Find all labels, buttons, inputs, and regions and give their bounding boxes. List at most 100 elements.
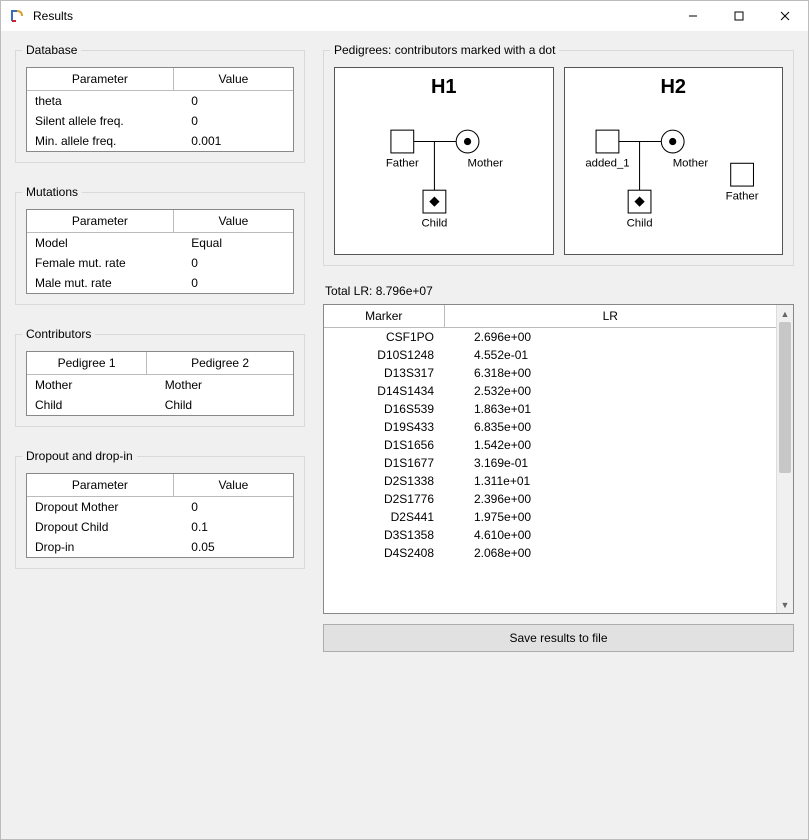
cell-marker: D13S317 (324, 364, 444, 382)
h2-added-label: added_1 (585, 157, 629, 169)
col-marker: Marker (324, 305, 444, 328)
pedigree-h1: H1 Father (334, 67, 554, 255)
table-row: D14S14342.532e+00 (324, 382, 776, 400)
col-value: Value (173, 210, 293, 233)
table-row: D2S17762.396e+00 (324, 490, 776, 508)
cell-parameter: Silent allele freq. (27, 111, 173, 131)
save-results-button[interactable]: Save results to file (323, 624, 794, 652)
cell-parameter: Dropout Child (27, 517, 173, 537)
table-row: D4S24082.068e+00 (324, 544, 776, 562)
cell-value: 0 (173, 91, 293, 112)
cell-parameter: Min. allele freq. (27, 131, 173, 151)
pedigrees-group: Pedigrees: contributors marked with a do… (323, 43, 794, 266)
dropout-legend: Dropout and drop-in (22, 449, 137, 463)
dropout-table: Parameter Value Dropout Mother0Dropout C… (27, 474, 293, 557)
results-scrollbar[interactable]: ▲ ▼ (776, 305, 793, 613)
cell-lr: 4.552e-01 (444, 346, 776, 364)
contributors-table: Pedigree 1 Pedigree 2 MotherMotherChildC… (27, 352, 293, 415)
table-row: CSF1PO2.696e+00 (324, 328, 776, 347)
table-row: D1S16561.542e+00 (324, 436, 776, 454)
cell-pedigree2: Mother (147, 375, 293, 396)
h1-mother-label: Mother (468, 157, 504, 169)
h1-father-label: Father (386, 157, 419, 169)
cell-lr: 6.318e+00 (444, 364, 776, 382)
cell-lr: 2.696e+00 (444, 328, 776, 347)
cell-marker: CSF1PO (324, 328, 444, 347)
table-row: theta0 (27, 91, 293, 112)
mutations-legend: Mutations (22, 185, 82, 199)
table-row: Dropout Child0.1 (27, 517, 293, 537)
total-lr-label: Total LR: 8.796e+07 (325, 284, 794, 298)
table-row: D1S16773.169e-01 (324, 454, 776, 472)
mutations-table: Parameter Value ModelEqualFemale mut. ra… (27, 210, 293, 293)
cell-value: 0.05 (173, 537, 293, 557)
cell-lr: 2.068e+00 (444, 544, 776, 562)
results-table: Marker LR CSF1PO2.696e+00D10S12484.552e-… (324, 305, 776, 562)
cell-lr: 1.311e+01 (444, 472, 776, 490)
cell-value: 0.1 (173, 517, 293, 537)
pedigree-h2: H2 adde (564, 67, 784, 255)
table-row: Dropout Mother0 (27, 497, 293, 518)
results-window: Results Database Parameter Value (0, 0, 809, 840)
cell-lr: 6.835e+00 (444, 418, 776, 436)
scroll-down-icon[interactable]: ▼ (777, 596, 793, 613)
table-row: D16S5391.863e+01 (324, 400, 776, 418)
results-panel: Marker LR CSF1PO2.696e+00D10S12484.552e-… (323, 304, 794, 614)
cell-parameter: theta (27, 91, 173, 112)
cell-pedigree1: Child (27, 395, 147, 415)
table-row: D2S4411.975e+00 (324, 508, 776, 526)
col-lr: LR (444, 305, 776, 328)
table-row: MotherMother (27, 375, 293, 396)
cell-marker: D1S1656 (324, 436, 444, 454)
dropout-group: Dropout and drop-in Parameter Value Drop… (15, 449, 305, 569)
table-row: Drop-in0.05 (27, 537, 293, 557)
cell-parameter: Dropout Mother (27, 497, 173, 518)
col-parameter: Parameter (27, 210, 173, 233)
h2-mother-label: Mother (672, 157, 708, 169)
cell-lr: 2.396e+00 (444, 490, 776, 508)
titlebar: Results (1, 1, 808, 31)
pedigree-h2-diagram: added_1 Mother Child Father (565, 68, 782, 263)
minimize-button[interactable] (670, 1, 716, 31)
contributors-legend: Contributors (22, 327, 95, 341)
cell-value: 0 (173, 111, 293, 131)
cell-value: 0 (173, 253, 293, 273)
h1-child-label: Child (421, 217, 447, 229)
cell-lr: 1.975e+00 (444, 508, 776, 526)
window-title: Results (33, 9, 73, 23)
col-pedigree1: Pedigree 1 (27, 352, 147, 375)
contributors-group: Contributors Pedigree 1 Pedigree 2 Mothe… (15, 327, 305, 427)
close-button[interactable] (762, 1, 808, 31)
col-value: Value (173, 68, 293, 91)
cell-marker: D19S433 (324, 418, 444, 436)
scroll-thumb[interactable] (779, 322, 791, 473)
col-parameter: Parameter (27, 474, 173, 497)
cell-marker: D14S1434 (324, 382, 444, 400)
scroll-up-icon[interactable]: ▲ (777, 305, 793, 322)
app-icon (9, 8, 25, 24)
maximize-button[interactable] (716, 1, 762, 31)
cell-value: 0 (173, 273, 293, 293)
table-row: D2S13381.311e+01 (324, 472, 776, 490)
cell-lr: 1.863e+01 (444, 400, 776, 418)
cell-parameter: Female mut. rate (27, 253, 173, 273)
cell-parameter: Drop-in (27, 537, 173, 557)
col-value: Value (173, 474, 293, 497)
cell-value: 0 (173, 497, 293, 518)
table-row: ChildChild (27, 395, 293, 415)
col-pedigree2: Pedigree 2 (147, 352, 293, 375)
h2-father-label: Father (725, 191, 758, 203)
cell-lr: 1.542e+00 (444, 436, 776, 454)
cell-marker: D4S2408 (324, 544, 444, 562)
cell-pedigree2: Child (147, 395, 293, 415)
content-area: Database Parameter Value theta0Silent al… (1, 31, 808, 839)
cell-parameter: Male mut. rate (27, 273, 173, 293)
table-row: D13S3176.318e+00 (324, 364, 776, 382)
cell-lr: 3.169e-01 (444, 454, 776, 472)
col-parameter: Parameter (27, 68, 173, 91)
table-row: D3S13584.610e+00 (324, 526, 776, 544)
cell-lr: 4.610e+00 (444, 526, 776, 544)
mutations-group: Mutations Parameter Value ModelEqualFema… (15, 185, 305, 305)
table-row: Male mut. rate0 (27, 273, 293, 293)
cell-marker: D10S1248 (324, 346, 444, 364)
